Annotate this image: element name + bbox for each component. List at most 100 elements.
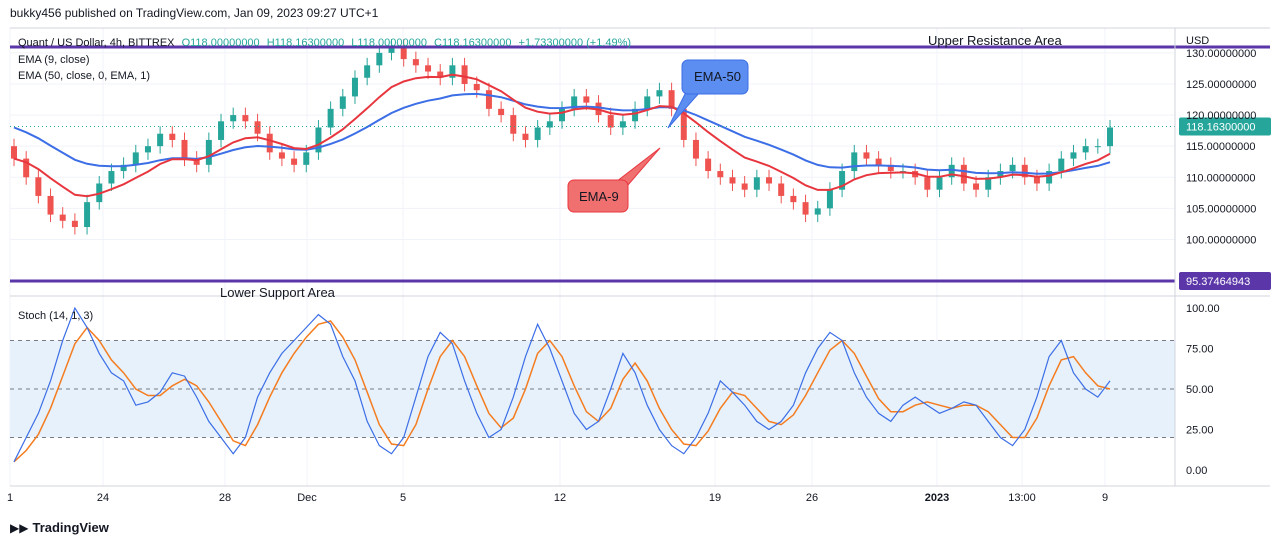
support-price-text: 95.37464943 [1186,276,1250,288]
ohlc-close: C118.16300000 [434,37,511,49]
candle-body [254,121,261,134]
time-tick-label: 1 [7,492,13,504]
candle-body [583,96,590,103]
upper-resistance-label: Upper Resistance Area [928,33,1062,48]
stoch-bands [10,339,1175,439]
ema-lines-group [13,73,1111,463]
candle-body [351,77,358,97]
candle-body [84,202,91,228]
candle-body [559,108,565,122]
candle-body [948,164,955,178]
candles-group [11,39,1113,235]
ema50-line [13,92,1111,175]
price-tick-label: 120.00000000 [1186,110,1256,122]
candle-body [303,152,310,165]
time-tick-label: 26 [806,492,818,504]
candle-body [632,108,639,122]
candle-body [522,133,529,140]
candle-body [315,127,322,153]
time-tick-label: 13:00 [1008,492,1036,504]
candle-body [412,59,419,66]
ohlc-low: L118.00000000 [351,37,427,49]
tradingview-logo-icon: ▶▶ [10,520,29,535]
candle-body [108,171,115,184]
candle-body [485,90,492,109]
candle-body [546,121,553,128]
candle-body [230,115,237,122]
candle-body [668,90,675,109]
candle-body [1033,177,1040,184]
candle-body [1094,146,1101,148]
axes-group: 130.00000000 125.00000000 120.00000000 115.… [7,27,1270,504]
candle-body [449,65,456,78]
candle-body [144,146,151,153]
candle-body [826,189,833,209]
price-tick-label: 130.00000000 [1186,48,1256,60]
stoch-tick-label: 75.00 [1186,344,1214,356]
candle-body [461,65,468,84]
candle-body [924,177,931,190]
candle-body [498,108,505,116]
last-price-text: 118.16300000 [1186,121,1256,133]
candle-body [644,96,651,109]
candle-body [997,171,1004,178]
candle-body [875,158,882,165]
price-tick-label: 115.00000000 [1186,141,1256,153]
tradingview-footer[interactable]: ▶▶ TradingView [10,520,109,535]
candle-body [473,83,480,91]
currency-label: USD [1186,35,1209,47]
candle-body [973,183,980,190]
symbol-title: Quant / US Dollar, 4h, BITTREX [18,37,175,49]
candle-body [534,127,541,140]
candle-body [437,71,444,78]
candle-body [656,90,663,97]
candle-body [1070,152,1077,159]
ema50-callout-text: EMA-50 [694,69,741,84]
price-tick-label: 100.00000000 [1186,234,1256,246]
candle-body [802,202,809,215]
candle-body [1046,171,1053,184]
candle-body [1009,164,1016,172]
time-tick-label: 9 [1102,492,1108,504]
candle-body [692,139,699,159]
stoch-tick-label: 100.00 [1186,303,1220,315]
candle-body [705,158,712,172]
candle-body [717,171,724,178]
ema9-callout-text: EMA-9 [579,189,619,204]
candle-body [278,152,285,159]
candle-body [71,220,78,228]
candle-body [851,152,858,172]
candle-body [680,108,687,140]
candle-body [11,146,17,159]
candle-body [960,164,967,184]
candle-body [59,214,66,221]
time-tick-label: 19 [709,492,721,504]
candle-body [753,177,760,190]
candle-body [132,152,139,165]
stoch-tick-label: 50.00 [1186,384,1214,396]
ema9-callout-box [567,179,629,213]
time-tick-label: 28 [219,492,231,504]
candle-body [339,96,346,109]
price-tick-label: 110.00000000 [1186,172,1256,184]
candle-body [607,115,614,128]
ema9-callout: EMA-9 [567,147,661,213]
candle-body [425,65,432,72]
ohlc-open: O118.00000000 [182,37,260,49]
candle-body [120,164,127,172]
candle-body [1021,164,1028,178]
candle-body [169,133,176,140]
candle-body [291,158,298,165]
candle-body [181,139,188,159]
stoch-title: Stoch (14, 1, 3) [18,310,93,322]
candle-body [218,121,225,140]
candle-body [790,195,797,203]
candle-body [1082,146,1089,153]
overlay-group: 95.37464943 118.16300000 EMA-50 EMA-9 [10,45,1271,290]
stoch-d-line [13,320,1111,463]
candle-body [766,177,773,184]
time-tick-label: 2023 [925,492,949,504]
candle-body [571,96,578,109]
candle-body [157,133,164,147]
